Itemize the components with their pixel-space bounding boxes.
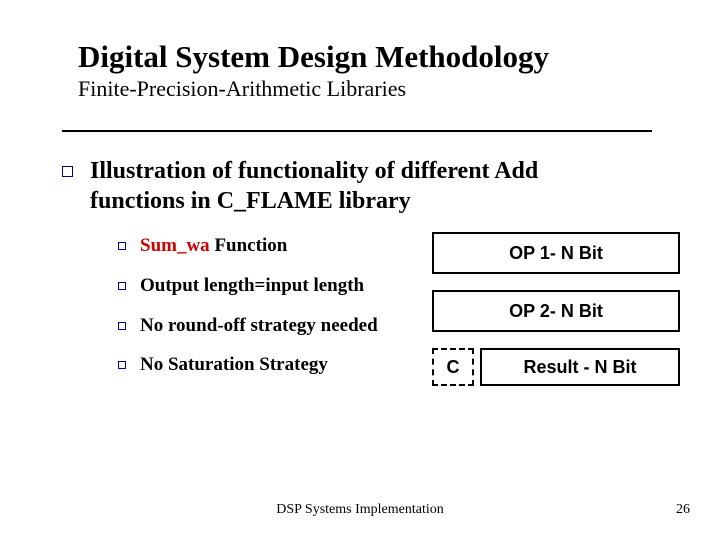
title-rule: [62, 130, 652, 132]
result-box: Result - N Bit: [480, 348, 680, 386]
bit-diagram: OP 1- N Bit OP 2- N Bit C Result - N Bit: [432, 232, 680, 386]
sub-bullet-text: No Saturation Strategy: [140, 353, 328, 377]
list-item: Sum_wa Function: [118, 234, 418, 258]
page-number: 26: [676, 502, 690, 518]
slide-subtitle: Finite-Precision-Arithmetic Libraries: [78, 76, 658, 102]
bullet-square-icon: [118, 282, 126, 290]
main-bullet: Illustration of functionality of differe…: [90, 156, 630, 216]
sub-bullet-text: Output length=input length: [140, 274, 364, 298]
bullet-square-icon: [118, 322, 126, 330]
result-row: C Result - N Bit: [432, 348, 680, 386]
slide-title: Digital System Design Methodology: [78, 40, 658, 74]
list-item: No Saturation Strategy: [118, 353, 418, 377]
bullet-square-icon: [118, 242, 126, 250]
slide: Digital System Design Methodology Finite…: [0, 0, 720, 540]
function-name: Sum_wa: [140, 235, 210, 256]
function-suffix: Function: [210, 235, 288, 256]
operand1-box: OP 1- N Bit: [432, 232, 680, 274]
sub-bullet-text: Sum_wa Function: [140, 234, 287, 258]
footer-text: DSP Systems Implementation: [0, 502, 720, 518]
sub-bullet-list: Sum_wa Function Output length=input leng…: [118, 234, 418, 393]
sub-bullet-text: No round-off strategy needed: [140, 314, 378, 338]
operand2-box: OP 2- N Bit: [432, 290, 680, 332]
list-item: Output length=input length: [118, 274, 418, 298]
list-item: No round-off strategy needed: [118, 314, 418, 338]
title-block: Digital System Design Methodology Finite…: [78, 40, 658, 108]
bullet-square-icon: [118, 361, 126, 369]
bullet-square-icon: [62, 166, 73, 177]
carry-box: C: [432, 348, 474, 386]
